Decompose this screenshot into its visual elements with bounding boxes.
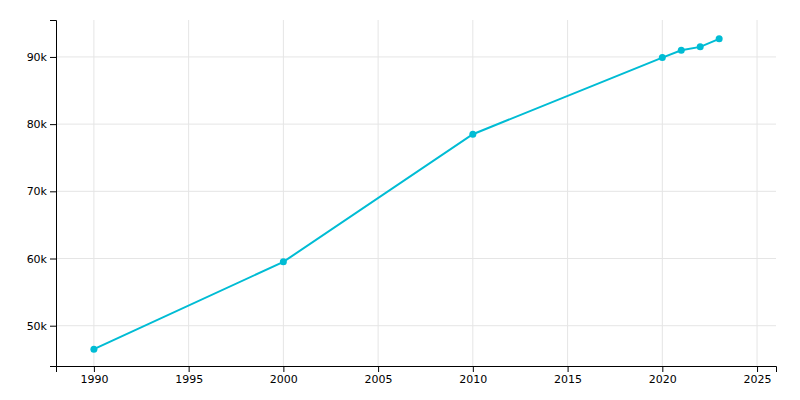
grid-line-y — [56, 124, 776, 125]
tick-mark — [189, 366, 190, 372]
grid-line-x — [757, 20, 758, 366]
tick-mark — [757, 366, 758, 372]
tick: 1995 — [175, 366, 203, 386]
grid-line-x — [378, 20, 379, 366]
grid-line-y — [56, 325, 776, 326]
grid-line-x — [472, 20, 473, 366]
tick: 2000 — [270, 366, 298, 386]
axis-line — [50, 21, 57, 367]
tick: 2010 — [459, 366, 487, 386]
tick-label: 80k — [27, 118, 48, 131]
grid — [56, 20, 776, 366]
point — [716, 35, 723, 42]
tick-mark — [50, 259, 56, 260]
tick-mark — [94, 366, 95, 372]
tick: 50k — [27, 320, 56, 333]
point — [697, 43, 704, 50]
grid-line-y — [56, 258, 776, 259]
grid-line-y — [56, 56, 776, 57]
tick-label: 2010 — [459, 373, 487, 386]
x-axis: 1990 1995 2000 2005 2010 2015 2020 2025 — [57, 366, 777, 386]
grid-line-x — [567, 20, 568, 366]
tick-mark — [473, 366, 474, 372]
tick-mark — [283, 366, 284, 372]
tick-label: 2025 — [744, 373, 772, 386]
point — [659, 54, 666, 61]
point — [469, 131, 476, 138]
chart-container: 1990 1995 2000 2005 2010 2015 2020 2025 50k 60k 70… — [0, 0, 800, 400]
point — [678, 47, 685, 54]
tick: 90k — [27, 51, 56, 64]
tick: 2015 — [554, 366, 582, 386]
point — [90, 346, 97, 353]
point — [280, 258, 287, 265]
tick: 2005 — [365, 366, 393, 386]
tick: 2025 — [744, 366, 772, 386]
tick-label: 1995 — [175, 373, 203, 386]
tick-label: 60k — [27, 253, 48, 266]
tick-label: 2020 — [649, 373, 677, 386]
tick-label: 2000 — [270, 373, 298, 386]
tick-label: 1990 — [80, 373, 108, 386]
tick: 60k — [27, 253, 56, 266]
tick-mark — [50, 326, 56, 327]
tick-mark — [378, 366, 379, 372]
tick: 80k — [27, 118, 56, 131]
axis-line — [57, 367, 777, 373]
y-axis: 50k 60k 70k 80k 90k — [27, 21, 57, 367]
grid-line-x — [283, 20, 284, 366]
tick-label: 70k — [27, 185, 48, 198]
grid-line-x — [93, 20, 94, 366]
tick: 2020 — [649, 366, 677, 386]
tick-label: 2015 — [554, 373, 582, 386]
grid-line-y — [56, 191, 776, 192]
tick-mark — [662, 366, 663, 372]
tick: 70k — [27, 185, 56, 198]
tick-mark — [50, 191, 56, 192]
tick-mark — [568, 366, 569, 372]
tick-label: 50k — [27, 320, 48, 333]
line — [94, 39, 719, 349]
grid-line-x — [188, 20, 189, 366]
chart: 1990 1995 2000 2005 2010 2015 2020 2025 50k 60k 70… — [0, 0, 800, 400]
tick-mark — [50, 124, 56, 125]
tick-label: 2005 — [365, 373, 393, 386]
grid-line-x — [662, 20, 663, 366]
tick-label: 90k — [27, 51, 48, 64]
tick: 1990 — [80, 366, 108, 386]
tick-mark — [50, 57, 56, 58]
plot-marks — [90, 35, 722, 352]
